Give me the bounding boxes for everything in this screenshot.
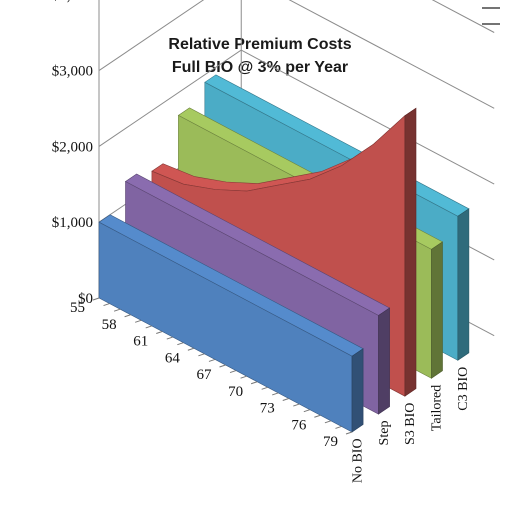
x-tick-label: 79 (323, 434, 338, 450)
x-minor-tick (198, 353, 205, 357)
series-tick-label: Tailored (430, 385, 445, 431)
series-tick-label: Step (377, 421, 392, 446)
x-tick-label: 76 (291, 417, 307, 433)
y-tick-label: $4,000 (52, 0, 93, 4)
series-tick-label: S3 BIO (403, 403, 418, 445)
series-end-face (378, 307, 390, 415)
x-tick-label: 73 (260, 401, 275, 417)
x-minor-tick (303, 409, 310, 413)
x-minor-tick (166, 336, 173, 340)
y-tick-label: $0 (78, 291, 93, 307)
x-minor-tick (92, 297, 100, 301)
y-tick-label: $2,000 (52, 139, 93, 155)
y-axis-ticks: $0$1,000$2,000$3,000$4,000$5,000 (52, 0, 93, 307)
x-minor-tick (282, 398, 289, 401)
series-tick-label: C3 BIO (456, 367, 471, 411)
x-minor-tick (219, 364, 226, 368)
y-tick-label: $1,000 (52, 215, 93, 231)
series-end-face (351, 348, 364, 433)
x-tick-label: 67 (197, 367, 213, 383)
chart-title: Relative Premium Costs (168, 36, 351, 53)
x-tick-label: 55 (70, 300, 85, 316)
x-minor-tick (314, 414, 321, 418)
x-axis-ticks: 55 58 61 64 67 70 73 76 79 (70, 297, 353, 450)
x-minor-tick (156, 331, 163, 334)
x-minor-tick (293, 403, 300, 407)
series-no-bio (98, 214, 364, 433)
y-tick-label: $3,000 (52, 64, 93, 80)
series-layer (98, 74, 470, 433)
x-minor-tick (250, 381, 258, 385)
x-minor-tick (272, 392, 279, 396)
x-minor-tick (324, 420, 332, 424)
gridline (98, 0, 495, 109)
x-minor-tick (261, 386, 268, 390)
x-minor-tick (145, 325, 152, 329)
series-end-face (404, 107, 417, 397)
x-minor-tick (135, 319, 142, 323)
chart-subtitle: Full BIO @ 3% per Year (172, 59, 348, 76)
gridline (431, 0, 495, 33)
x-minor-tick (124, 314, 131, 318)
x-minor-tick (187, 347, 195, 351)
x-tick-label: 64 (165, 350, 181, 366)
x-minor-tick (177, 342, 184, 346)
x-minor-tick (229, 370, 237, 374)
x-tick-label: 70 (228, 384, 243, 400)
x-minor-tick (240, 375, 247, 379)
series-axis-ticks: No BIO Step S3 BIO Tailored C3 BIO (350, 367, 471, 483)
x-tick-label: 61 (133, 334, 148, 350)
x-minor-tick (345, 431, 353, 435)
x-tick-label: 58 (102, 317, 117, 333)
x-minor-tick (208, 358, 216, 362)
series-end-face (431, 241, 443, 379)
x-minor-tick (103, 303, 110, 307)
x-minor-tick (335, 425, 342, 429)
x-minor-tick (113, 308, 121, 312)
series-tick-label: No BIO (350, 438, 365, 483)
series-end-face (457, 208, 470, 361)
